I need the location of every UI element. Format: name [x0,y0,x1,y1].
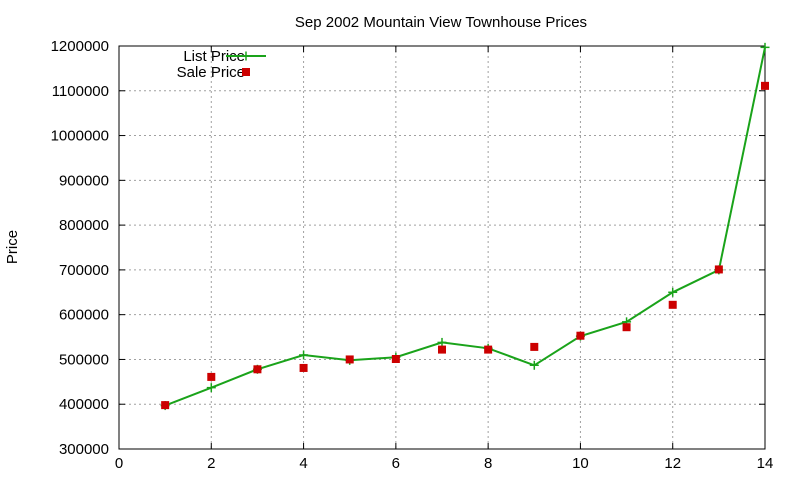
sale-price-point [345,355,354,364]
legend-square-swatch [242,68,250,76]
sale-price-point [622,323,631,332]
x-tick-label: 0 [115,455,123,472]
sale-price-point [438,345,446,354]
list-price-point [437,337,447,347]
x-tick-label: 4 [299,455,307,472]
x-tick-label: 8 [484,455,492,472]
list-price-point [668,287,678,297]
y-tick-label: 400000 [59,396,109,413]
y-tick-label: 500000 [59,351,109,368]
sale-price-point [299,363,308,372]
list-price-point [299,350,309,360]
y-tick-label: 1200000 [51,38,109,55]
y-tick-label: 1100000 [52,83,109,100]
legend-plus-swatch [241,51,251,61]
x-tick-label: 12 [664,455,681,472]
sale-price-point [207,372,216,381]
y-tick-label: 700000 [59,262,109,279]
sale-price-point [761,81,769,90]
series-layer [160,42,770,411]
y-tick-label: 1000000 [51,128,109,145]
sale-price-point [530,342,539,351]
sale-price-point [391,354,400,363]
list-price-line [164,47,766,407]
series-sale-price [161,81,769,410]
sale-price-point [161,401,170,410]
legend-label: Sale Price [177,64,245,81]
x-tick-label: 14 [757,455,774,472]
axis-ticks: 0 2 4 6 8 10 12 14 300000 400000 500000 600000 70000… [51,38,774,472]
series-list-price [160,42,770,411]
y-tick-label: 900000 [59,172,109,189]
plot-frame [118,45,766,450]
list-price-point [529,360,539,370]
sale-price-point [668,300,677,309]
grid-lines [119,46,765,449]
chart-title: Sep 2002 Mountain View Townhouse Prices [295,14,587,31]
list-price-point [760,42,770,52]
legend-label: List Price [183,48,245,65]
x-tick-label: 10 [572,455,589,472]
sale-price-point [484,345,493,354]
y-tick-label: 800000 [59,217,109,234]
y-axis-label: Price [4,230,21,264]
x-tick-label: 2 [207,455,215,472]
sale-price-point [714,265,723,274]
sale-price-point [576,331,585,340]
x-tick-label: 6 [392,455,400,472]
sale-price-point [253,365,262,374]
y-tick-label: 600000 [59,307,109,324]
y-tick-label: 300000 [59,441,109,458]
list-price-point [206,383,216,393]
